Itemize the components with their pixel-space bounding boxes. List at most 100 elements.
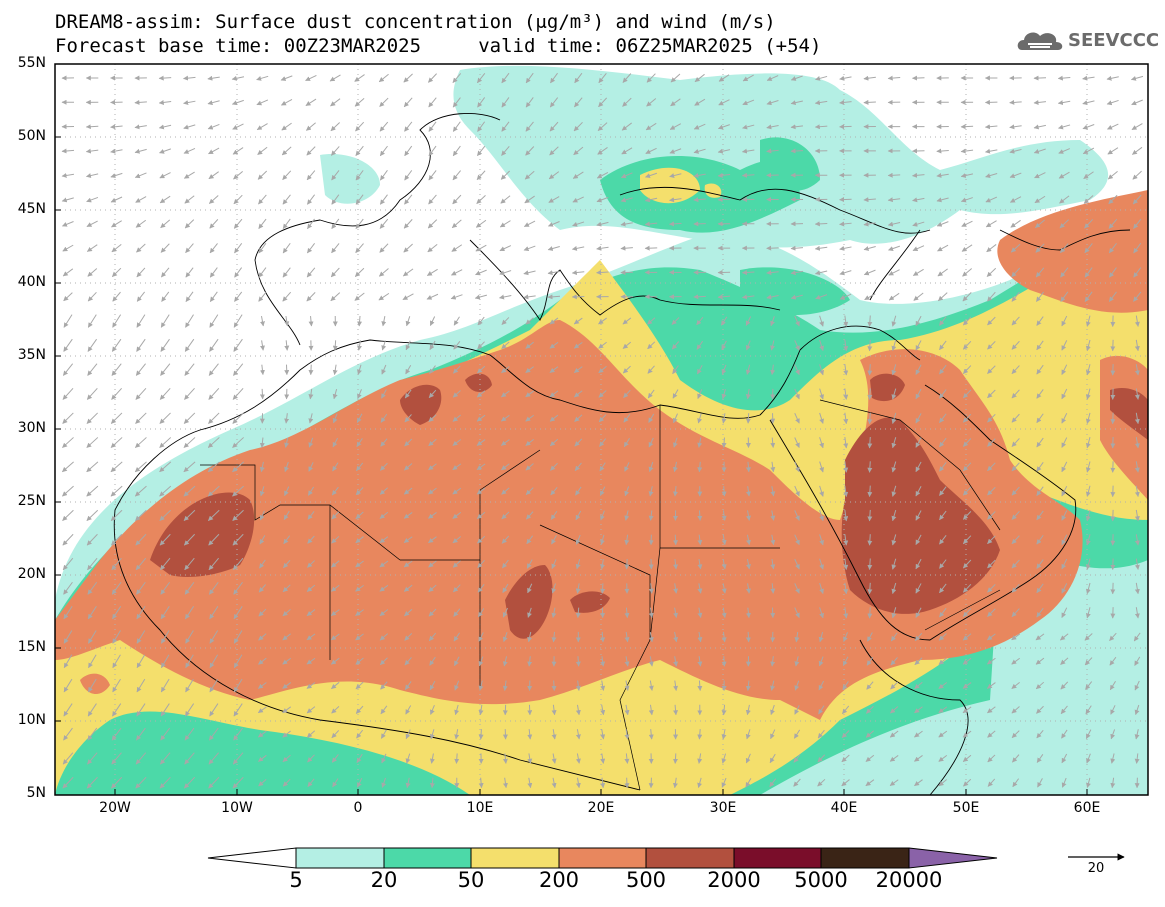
colorbar-label-2000: 2000 [707,868,761,892]
wind-vector [86,196,99,203]
wind-vector [63,292,73,302]
wind-vector [620,197,633,203]
wind-vector [523,245,536,251]
wind-vector [308,364,314,376]
wind-vector [477,97,486,108]
wind-vector [281,146,292,156]
wind-vector [135,363,146,376]
wind-vector [891,534,897,546]
wind-vector [790,270,804,276]
wind-vector [646,98,657,107]
wind-vector [794,558,800,570]
wind-vector [648,510,654,521]
wind-vector [259,364,265,376]
colorbar-label-20000: 20000 [875,868,943,892]
lon-label-50e: 50E [952,800,980,816]
wind-vector [696,316,704,326]
wind-vector [381,389,387,399]
wind-vector [1036,607,1044,618]
wind-vector [233,581,243,595]
wind-vector [939,340,947,351]
wind-vector [428,145,437,157]
wind-vector [477,365,486,374]
wind-vector [1010,219,1021,228]
wind-vector [600,558,605,570]
wind-vector [864,293,876,301]
wind-vector [622,97,632,107]
wind-vector [1085,437,1091,449]
wind-vector [307,218,315,230]
wind-vector [282,242,291,254]
wind-vector [87,338,98,352]
wind-vector [1009,172,1022,179]
wind-vector [158,100,172,105]
wind-vector [915,413,922,424]
wind-vector [307,511,315,520]
wind-vector [1034,172,1046,179]
wind-vector [61,221,74,227]
wind-vector [1036,510,1044,521]
wind-vector [770,316,775,327]
wind-vector [280,75,293,81]
wind-vector [839,293,852,300]
wind-vector [1060,291,1069,302]
wind-vector [477,559,485,569]
wind-vector [549,390,559,398]
wind-vector [939,607,947,618]
wind-vector [939,316,947,326]
wind-vector [794,437,800,448]
wind-vector [284,437,290,448]
colorbar-bin-20-50 [383,847,472,869]
wind-vector [575,486,582,496]
wind-vector [450,294,463,300]
wind-vector [1134,364,1140,376]
wind-vector [620,221,633,227]
wind-vector [87,581,98,595]
wind-vector [839,245,852,251]
wind-vector [790,294,803,300]
wind-vector [888,292,900,301]
wind-vector [985,148,998,154]
wind-vector [986,267,997,277]
wind-vector [259,535,266,545]
wind-vector [867,558,873,570]
wind-vector [183,100,196,106]
wind-vector [135,412,147,424]
wind-vector [183,171,195,179]
wind-vector [111,557,122,571]
wind-vector [839,221,852,227]
wind-vector [258,584,267,593]
wind-vector [453,608,461,617]
wind-vector [1036,534,1044,545]
wind-vector [573,146,584,156]
wind-vector [404,170,413,181]
wind-vector [745,316,752,326]
wind-vector [452,487,462,495]
wind-vector [62,388,74,400]
wind-vector [381,340,387,351]
wind-vector [598,390,607,398]
wind-vector [305,98,317,106]
wind-vector [183,509,196,521]
wind-vector [863,75,876,81]
wind-vector [86,533,98,546]
wind-vector [843,339,849,352]
wind-vector [477,316,485,326]
wind-vector [159,195,171,204]
wind-vector [549,146,559,156]
wind-vector [693,148,706,154]
wind-vector [794,510,800,521]
wind-vector [1061,413,1068,424]
wind-vector [379,243,389,253]
wind-vector [717,124,730,130]
wind-vector [478,729,484,740]
wind-vector [1061,437,1068,448]
wind-vector [839,99,852,105]
wind-vector [623,389,631,398]
wind-vector [111,363,122,376]
wind-vector [184,219,195,229]
wind-vector [1061,607,1068,618]
wind-vector [596,171,609,179]
wind-vector [207,437,220,448]
wind-vector [575,607,581,619]
